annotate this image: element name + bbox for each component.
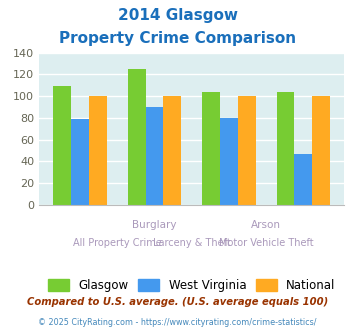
Text: 2014 Glasgow: 2014 Glasgow (118, 8, 237, 23)
Bar (71, 119, 89, 205)
Bar (277, 92, 294, 205)
Bar (220, 118, 238, 205)
Bar (238, 96, 256, 205)
Bar (312, 96, 330, 205)
Bar (53, 86, 71, 205)
Bar (202, 92, 220, 205)
Bar (128, 69, 146, 205)
Bar (146, 107, 163, 205)
Legend: Glasgow, West Virginia, National: Glasgow, West Virginia, National (43, 274, 340, 297)
Bar (163, 96, 181, 205)
Text: Burglary: Burglary (132, 220, 177, 230)
Text: Larceny & Theft: Larceny & Theft (153, 238, 231, 248)
Text: Arson: Arson (251, 220, 281, 230)
Bar (89, 96, 107, 205)
Text: All Property Crime: All Property Crime (73, 238, 162, 248)
Bar (294, 154, 312, 205)
Text: Compared to U.S. average. (U.S. average equals 100): Compared to U.S. average. (U.S. average … (27, 297, 328, 307)
Text: © 2025 CityRating.com - https://www.cityrating.com/crime-statistics/: © 2025 CityRating.com - https://www.city… (38, 318, 317, 327)
Text: Motor Vehicle Theft: Motor Vehicle Theft (219, 238, 313, 248)
Text: Property Crime Comparison: Property Crime Comparison (59, 31, 296, 46)
